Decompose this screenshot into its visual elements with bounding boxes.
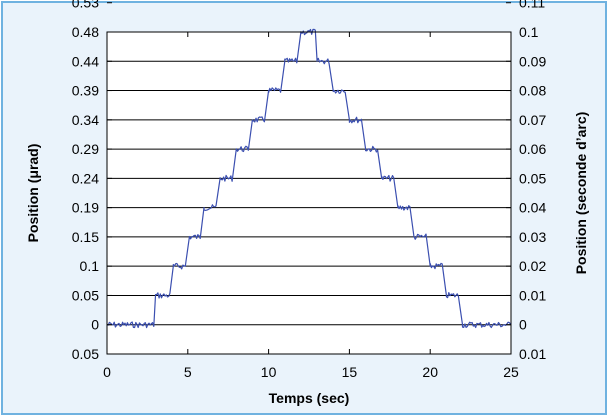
x-axis-ticks: 0 5 10 15 20 25	[103, 364, 519, 380]
x-tick-label: 25	[503, 364, 519, 380]
series-position	[106, 28, 511, 329]
plot-border	[106, 31, 512, 355]
y-right-tick-label: 0.01	[519, 287, 546, 303]
y-left-tick-label: 0.44	[72, 53, 99, 69]
x-tick-label: 20	[422, 364, 438, 380]
y-left-tick-label: 0.34	[72, 112, 99, 128]
x-tick-label: 10	[261, 364, 277, 380]
y-right-tick-label: 0.11	[519, 0, 545, 11]
y-axis-right-label: Position (seconde d’arc)	[573, 112, 589, 275]
y-right-tick-label: 0.06	[519, 141, 546, 157]
y-axis-left-ticks: 0.05 0 0.05 0.1 0.15 0.19 0.24 0.29 0.34 0.39 0.44…	[72, 0, 99, 362]
x-tick-label: 5	[184, 364, 192, 380]
y-right-tick-label: 0.07	[519, 112, 546, 128]
y-left-tick-label: 0.29	[72, 141, 99, 157]
y-right-tick-label: 0.08	[519, 83, 546, 99]
y-right-tick-label: 0.04	[519, 200, 546, 216]
y-left-tick-label: 0.19	[72, 200, 99, 216]
y-left-tick-label: 0.1	[80, 258, 100, 274]
y-right-tick-label: 0.05	[519, 170, 546, 186]
y-right-tick-label: 0.09	[519, 53, 546, 69]
series-line	[106, 28, 511, 329]
y-right-tick-label: 0	[519, 317, 527, 333]
y-left-tick-label: 0.24	[72, 170, 99, 186]
y-axis-left-label: Position (μrad)	[25, 144, 41, 243]
y-right-tick-label: 0.03	[519, 229, 546, 245]
y-left-tick-label: 0.48	[72, 24, 99, 40]
y-left-tick-label: 0.53	[72, 0, 99, 11]
plot-area	[107, 32, 511, 354]
y-left-tick-label: 0.05	[72, 287, 99, 303]
y-axis-right-ticks: 0.01 0 0.01 0.02 0.03 0.04 0.05 0.06 0.07 0.08 0.0…	[519, 0, 546, 362]
x-tick-label: 15	[342, 364, 358, 380]
y-left-tick-label: 0.15	[72, 229, 99, 245]
x-axis-label: Temps (sec)	[269, 390, 350, 406]
y-left-tick-label: 0	[91, 317, 99, 333]
y-left-tick-label: 0.05	[72, 346, 99, 362]
x-tick-label: 0	[103, 364, 111, 380]
y-right-tick-label: 0.1	[519, 24, 539, 40]
y-right-tick-label: 0.02	[519, 258, 546, 274]
y-left-tick-label: 0.39	[72, 83, 99, 99]
grid-lines	[107, 31, 511, 326]
y-right-tick-label: 0.01	[519, 346, 546, 362]
tick-marks	[106, 2, 512, 355]
